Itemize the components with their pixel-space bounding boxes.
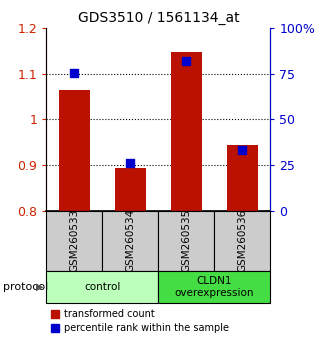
Text: CLDN1
overexpression: CLDN1 overexpression — [175, 276, 254, 298]
Bar — [102, 211, 158, 271]
Text: control: control — [84, 282, 121, 292]
Text: protocol: protocol — [3, 282, 48, 292]
Bar — [158, 211, 214, 271]
Text: GSM260536: GSM260536 — [237, 209, 247, 272]
Bar — [227, 145, 258, 211]
Bar — [214, 211, 270, 271]
Bar — [115, 168, 146, 211]
Point — [240, 148, 245, 153]
Bar — [46, 271, 158, 303]
Text: GSM260535: GSM260535 — [181, 209, 191, 272]
Point — [72, 70, 77, 76]
Bar — [59, 90, 90, 211]
Text: GSM260534: GSM260534 — [125, 209, 135, 272]
Bar — [158, 271, 270, 303]
Text: ▶: ▶ — [36, 282, 43, 292]
Legend: transformed count, percentile rank within the sample: transformed count, percentile rank withi… — [51, 309, 229, 333]
Bar — [46, 211, 102, 271]
Bar — [171, 52, 202, 211]
Text: GSM260533: GSM260533 — [69, 209, 79, 272]
Point — [128, 160, 133, 166]
Title: GDS3510 / 1561134_at: GDS3510 / 1561134_at — [77, 11, 239, 24]
Point — [184, 58, 189, 64]
